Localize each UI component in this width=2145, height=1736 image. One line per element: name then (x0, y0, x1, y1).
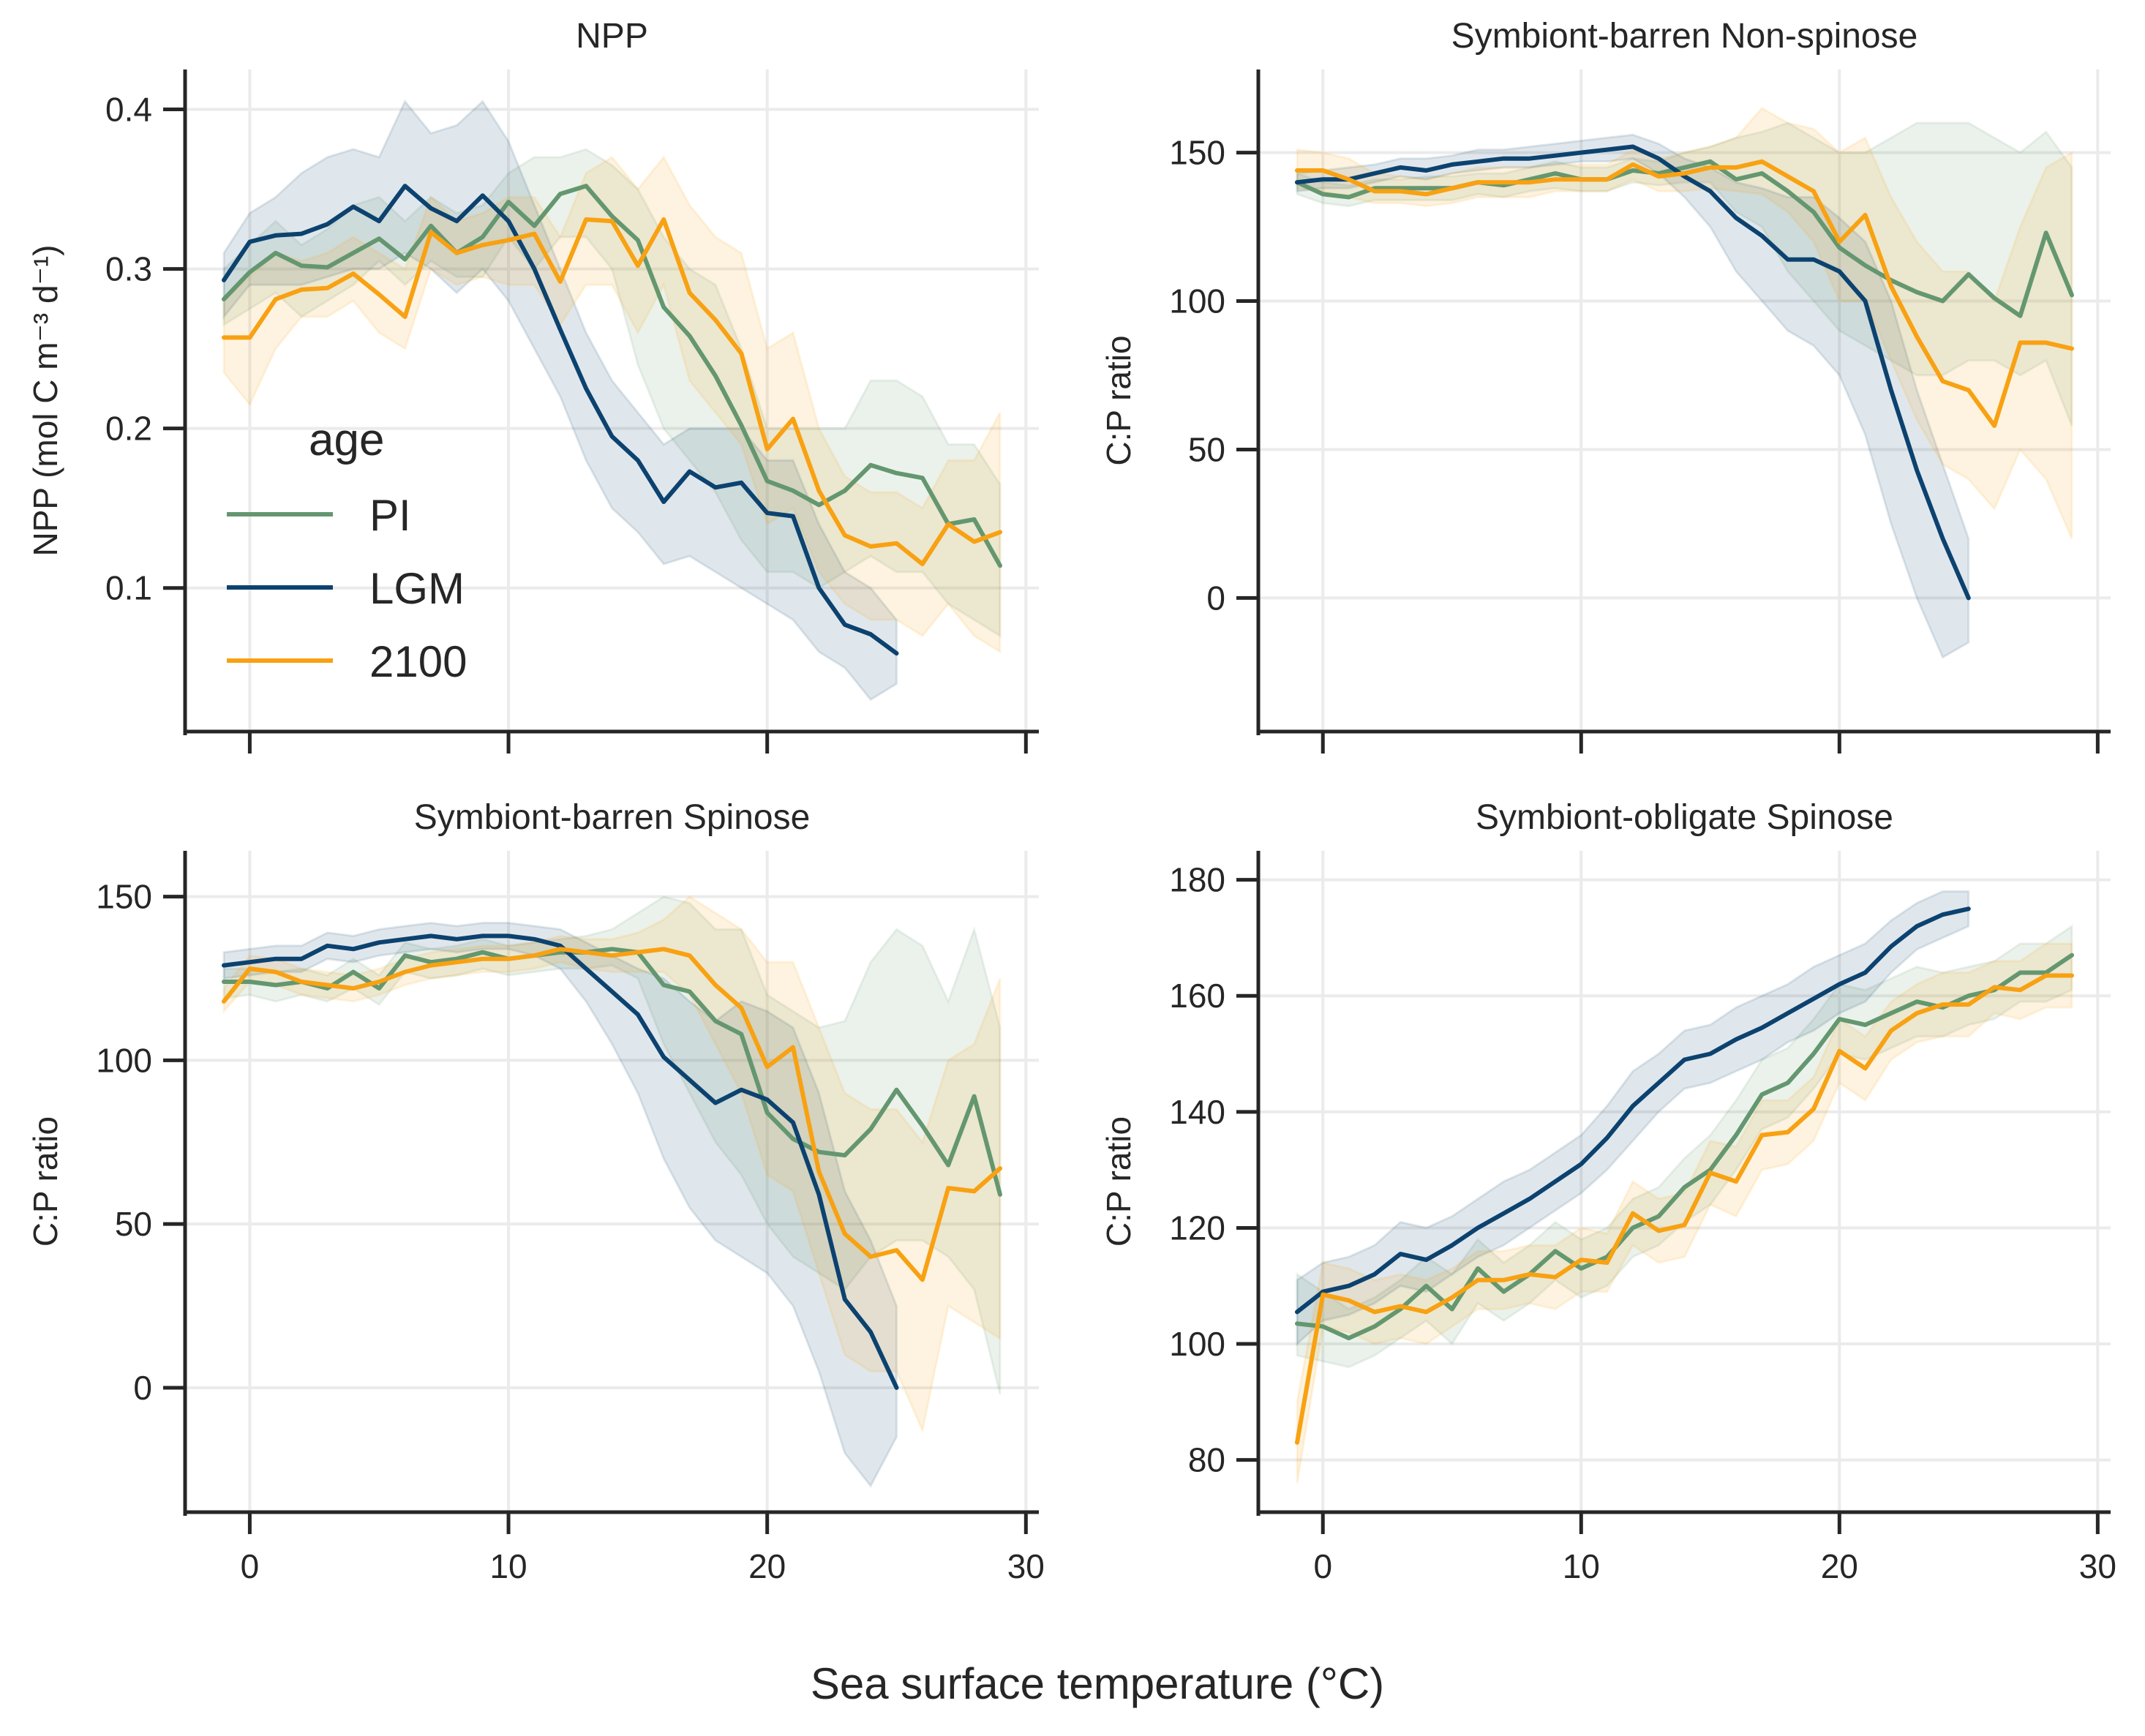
series-line-lgm (222, 184, 899, 656)
y-tick-label: 0 (1206, 579, 1225, 617)
y-tick-label: 140 (1169, 1093, 1225, 1131)
x-tick-label: 20 (1821, 1547, 1858, 1585)
y-tick-label: 180 (1169, 861, 1225, 899)
panel-4: 0 10 20 30 80 100 120 140 160 180 Symbiont-obligat… (1100, 798, 2116, 1585)
y-tick-label: 0 (133, 1369, 152, 1407)
panel-title: NPP (576, 17, 648, 56)
series-line-pi (222, 947, 1002, 1197)
panel-2: 0 50 100 150 Symbiont-barren Non-spinose C:P … (1100, 17, 2111, 754)
y-tick-label: 150 (1169, 134, 1225, 172)
confidence-band-pi (222, 895, 1002, 1395)
legend-entry-2100: 2100 (227, 637, 467, 686)
panel-3: 0 10 20 30 0 50 100 150 Symbiont-barren Spinose C… (26, 798, 1045, 1585)
y-tick-label: 50 (1188, 430, 1225, 468)
legend-label: PI (369, 491, 411, 540)
legend-entry-lgm: LGM (227, 564, 465, 613)
y-tick-label: 150 (96, 878, 152, 916)
legend-entries: PI LGM 2100 (227, 491, 467, 686)
x-tick-label: 0 (241, 1547, 260, 1585)
panel-title: Symbiont-barren Spinose (414, 798, 811, 837)
series-line-lgm (222, 933, 899, 1390)
legend-label: 2100 (369, 637, 467, 686)
panel-1: 0.1 0.2 0.3 0.4 NPP NPP (mol C m⁻³ d⁻¹) (26, 17, 1039, 754)
x-tick-label: 0 (1313, 1547, 1332, 1585)
y-tick-label: 100 (1169, 282, 1225, 320)
x-tick-label: 20 (748, 1547, 786, 1585)
y-tick-label: 100 (96, 1041, 152, 1079)
series-line-2100 (222, 217, 1002, 566)
y-tick-label: 100 (1169, 1325, 1225, 1363)
series-line-pi (222, 184, 1002, 568)
confidence-band-lgm (1296, 133, 1970, 659)
grid (1258, 851, 2111, 1512)
y-tick-label: 0.4 (105, 91, 152, 129)
y-tick-label: 50 (115, 1205, 152, 1243)
confidence-band-2100 (1296, 942, 2073, 1484)
y-axis-label: C:P ratio (26, 1116, 64, 1247)
legend-entry-pi: PI (227, 491, 411, 540)
panel-title: Symbiont-obligate Spinose (1476, 798, 1893, 837)
series-line-2100 (1295, 973, 2074, 1445)
confidence-band-2100 (1296, 106, 2073, 539)
y-tick-label: 0.3 (105, 250, 152, 288)
y-axis-label: NPP (mol C m⁻³ d⁻¹) (26, 245, 64, 557)
x-axis-label: Sea surface temperature (°C) (811, 1659, 1384, 1708)
x-tick-label: 30 (2079, 1547, 2116, 1585)
legend: age PI LGM 2100 (227, 415, 467, 686)
x-tick-label: 10 (489, 1547, 527, 1585)
y-tick-label: 0.2 (105, 410, 152, 448)
x-tick-label: 10 (1563, 1547, 1600, 1585)
confidence-band-2100 (222, 895, 1002, 1434)
x-tick-label: 30 (1007, 1547, 1045, 1585)
series-line-2100 (1295, 159, 2074, 428)
panel-title: Symbiont-barren Non-spinose (1451, 17, 1918, 56)
series-line-lgm (1295, 906, 1971, 1315)
y-axis-label: C:P ratio (1100, 1116, 1138, 1247)
legend-label: LGM (369, 564, 465, 613)
series-line-lgm (1295, 144, 1971, 601)
y-tick-label: 80 (1188, 1441, 1225, 1479)
legend-title: age (309, 415, 384, 465)
series-line-2100 (222, 947, 1002, 1282)
y-tick-label: 160 (1169, 977, 1225, 1015)
series-line-pi (1295, 952, 2074, 1341)
y-tick-label: 120 (1169, 1209, 1225, 1247)
confidence-band-lgm (222, 921, 898, 1488)
series-line-pi (1295, 159, 2074, 318)
y-axis-label: C:P ratio (1100, 335, 1138, 465)
y-tick-label: 0.1 (105, 569, 152, 607)
confidence-band-pi (1296, 924, 2073, 1369)
